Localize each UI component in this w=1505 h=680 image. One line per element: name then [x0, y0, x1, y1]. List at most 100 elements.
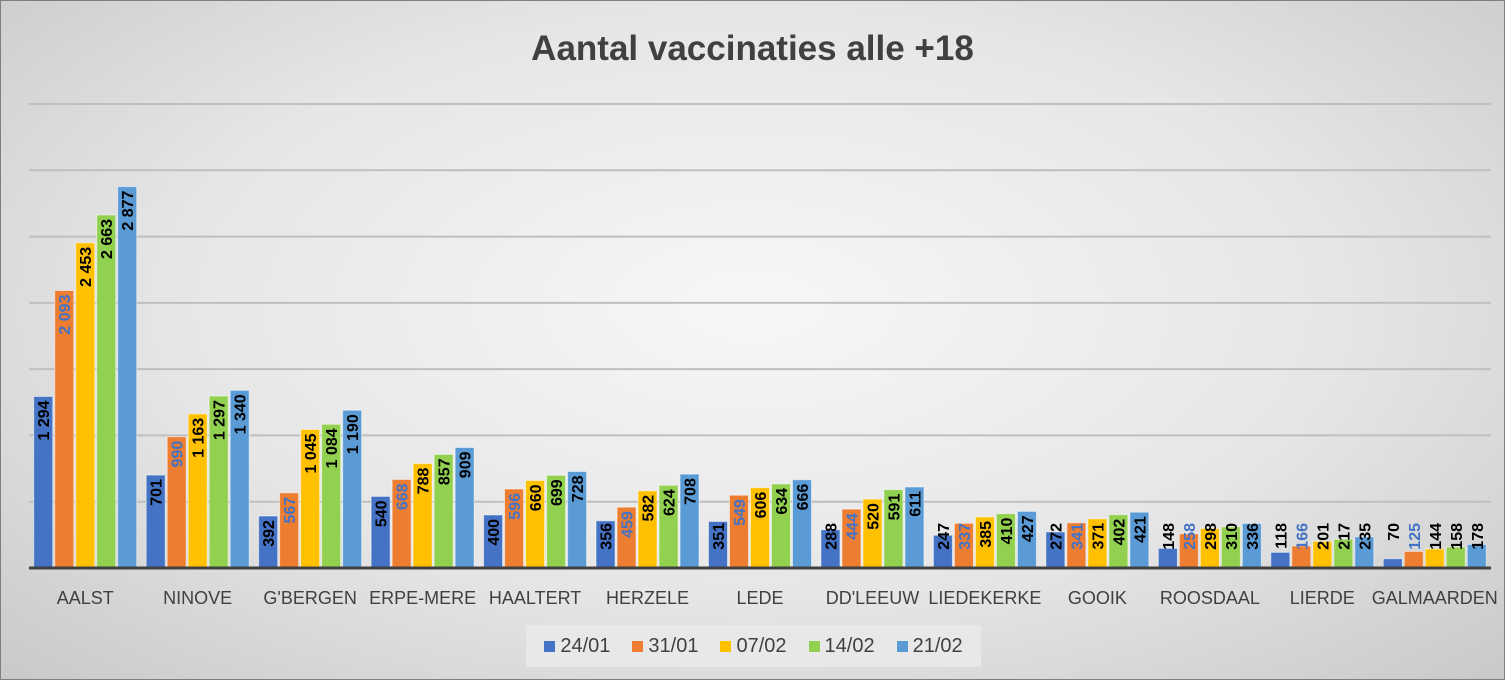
x-tick-label: LEDE [736, 588, 783, 608]
data-label: 356 [599, 523, 616, 550]
bar [1403, 550, 1424, 569]
data-label: 1 340 [233, 394, 250, 434]
data-label: 201 [1315, 523, 1332, 550]
data-label: 392 [261, 520, 278, 547]
data-label: 728 [570, 475, 587, 502]
data-label: 166 [1294, 523, 1311, 550]
legend-label: 07/02 [736, 634, 787, 657]
data-label: 400 [486, 519, 503, 546]
chart-title: Aantal vaccinaties alle +18 [531, 29, 974, 68]
data-label: 1 045 [303, 433, 320, 473]
legend-item: 31/01 [632, 635, 698, 658]
legend-swatch [632, 640, 644, 652]
data-label: 1 163 [191, 418, 208, 458]
data-label: 591 [886, 494, 903, 521]
legend: 24/01 31/01 07/02 14/02 21/02 [526, 625, 981, 667]
legend-item: 14/02 [808, 634, 875, 658]
data-label: 582 [641, 495, 658, 522]
legend-swatch [808, 640, 820, 652]
data-label: 371 [1090, 523, 1107, 550]
data-label: 410 [999, 518, 1016, 545]
x-tick-label: ROOSDAAL [1160, 588, 1260, 608]
data-label: 337 [957, 523, 974, 550]
data-label: 148 [1161, 523, 1178, 550]
data-label: 540 [374, 500, 391, 527]
data-label: 2 093 [57, 294, 74, 334]
legend-item: 07/02 [720, 634, 787, 658]
bar [117, 186, 138, 569]
x-tick-label: HERZELE [606, 588, 689, 608]
data-label: 2 663 [99, 219, 116, 259]
bar [75, 242, 96, 569]
legend-label: 21/02 [912, 634, 963, 657]
data-label: 351 [711, 523, 728, 550]
x-tick-label: DD'LEEUW [826, 588, 919, 608]
data-label: 385 [978, 521, 995, 548]
data-label: 459 [620, 511, 637, 538]
data-label: 624 [662, 489, 679, 516]
data-label: 596 [507, 493, 524, 520]
legend-label: 31/01 [648, 634, 699, 657]
legend-swatch [720, 640, 732, 652]
data-label: 2 453 [78, 247, 95, 287]
data-label: 1 190 [345, 414, 362, 454]
data-label: 427 [1020, 515, 1037, 542]
data-label: 341 [1069, 523, 1086, 550]
data-label: 444 [844, 513, 861, 540]
bar [1270, 551, 1291, 569]
legend-item: 21/02 [896, 634, 963, 658]
x-tick-label: LIEDEKERKE [928, 588, 1041, 608]
data-label: 788 [416, 467, 433, 494]
legend-swatch [896, 640, 908, 652]
data-label: 235 [1357, 523, 1374, 550]
data-label: 634 [774, 488, 791, 515]
x-tick-label: GALMAARDEN [1372, 588, 1498, 608]
data-label: 699 [549, 479, 566, 506]
data-label: 666 [795, 484, 812, 511]
x-tick-label: G'BERGEN [263, 588, 356, 608]
bar [96, 214, 117, 569]
data-label: 1 294 [36, 400, 53, 440]
data-label: 611 [907, 491, 924, 517]
data-label: 118 [1273, 523, 1290, 549]
legend-item: 24/01 [544, 635, 610, 658]
x-tick-label: HAALTERT [489, 588, 581, 608]
data-label: 606 [753, 492, 770, 519]
data-label: 298 [1203, 523, 1220, 550]
data-label: 144 [1428, 523, 1445, 550]
data-label: 125 [1407, 523, 1424, 550]
data-label: 990 [170, 441, 187, 468]
data-label: 708 [683, 478, 700, 505]
x-tick-label: NINOVE [163, 588, 232, 608]
legend-swatch [544, 640, 556, 652]
bar [1424, 548, 1445, 569]
data-label: 1 084 [324, 428, 341, 468]
data-label: 668 [395, 483, 412, 510]
data-label: 567 [282, 497, 299, 524]
data-label: 217 [1336, 523, 1353, 550]
data-label: 2 877 [120, 190, 137, 230]
data-label: 70 [1386, 523, 1403, 541]
data-label: 520 [865, 503, 882, 530]
data-label: 288 [823, 523, 840, 550]
data-label: 258 [1182, 523, 1199, 550]
data-label: 158 [1449, 523, 1466, 550]
data-label: 1 297 [212, 400, 229, 440]
data-label: 909 [458, 451, 475, 478]
data-label: 310 [1224, 523, 1241, 550]
x-tick-label: GOOIK [1068, 588, 1127, 608]
legend-label: 14/02 [824, 634, 875, 657]
legend-label: 24/01 [560, 634, 611, 657]
x-tick-label: ERPE-MERE [369, 588, 476, 608]
data-label: 178 [1470, 523, 1487, 550]
data-label: 247 [936, 523, 953, 550]
data-label: 701 [149, 479, 166, 506]
data-label: 549 [732, 499, 749, 526]
data-label: 272 [1048, 523, 1065, 550]
x-tick-label: AALST [57, 588, 114, 608]
data-label: 336 [1245, 523, 1262, 550]
bar [1157, 547, 1178, 569]
data-label: 857 [437, 458, 454, 485]
